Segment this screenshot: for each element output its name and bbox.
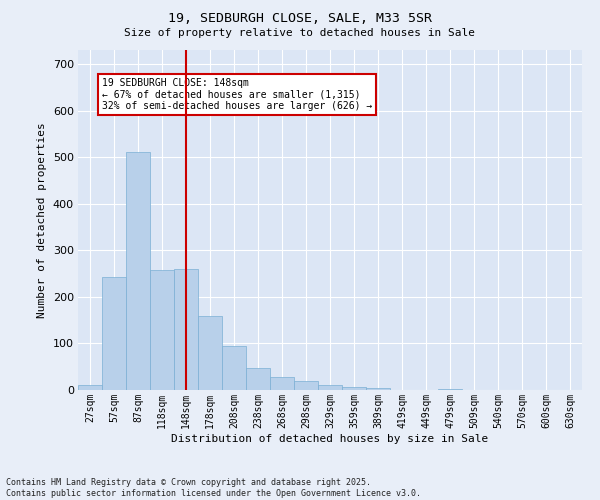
Text: 19, SEDBURGH CLOSE, SALE, M33 5SR: 19, SEDBURGH CLOSE, SALE, M33 5SR	[168, 12, 432, 26]
Bar	[102, 277, 126, 390]
Bar	[270, 377, 294, 390]
Bar	[150, 270, 174, 390]
X-axis label: Distribution of detached houses by size in Sale: Distribution of detached houses by size …	[172, 434, 488, 444]
Bar	[342, 386, 366, 390]
Bar	[438, 389, 462, 390]
Text: Contains HM Land Registry data © Crown copyright and database right 2025.
Contai: Contains HM Land Registry data © Crown c…	[6, 478, 421, 498]
Bar	[222, 346, 246, 390]
Bar	[366, 388, 390, 390]
Bar	[126, 152, 150, 390]
Bar	[174, 269, 198, 390]
Bar	[246, 368, 270, 390]
Bar	[198, 316, 222, 390]
Bar	[318, 386, 342, 390]
Text: Size of property relative to detached houses in Sale: Size of property relative to detached ho…	[125, 28, 476, 38]
Bar	[294, 380, 318, 390]
Bar	[78, 386, 102, 390]
Text: 19 SEDBURGH CLOSE: 148sqm
← 67% of detached houses are smaller (1,315)
32% of se: 19 SEDBURGH CLOSE: 148sqm ← 67% of detac…	[102, 78, 372, 111]
Y-axis label: Number of detached properties: Number of detached properties	[37, 122, 47, 318]
